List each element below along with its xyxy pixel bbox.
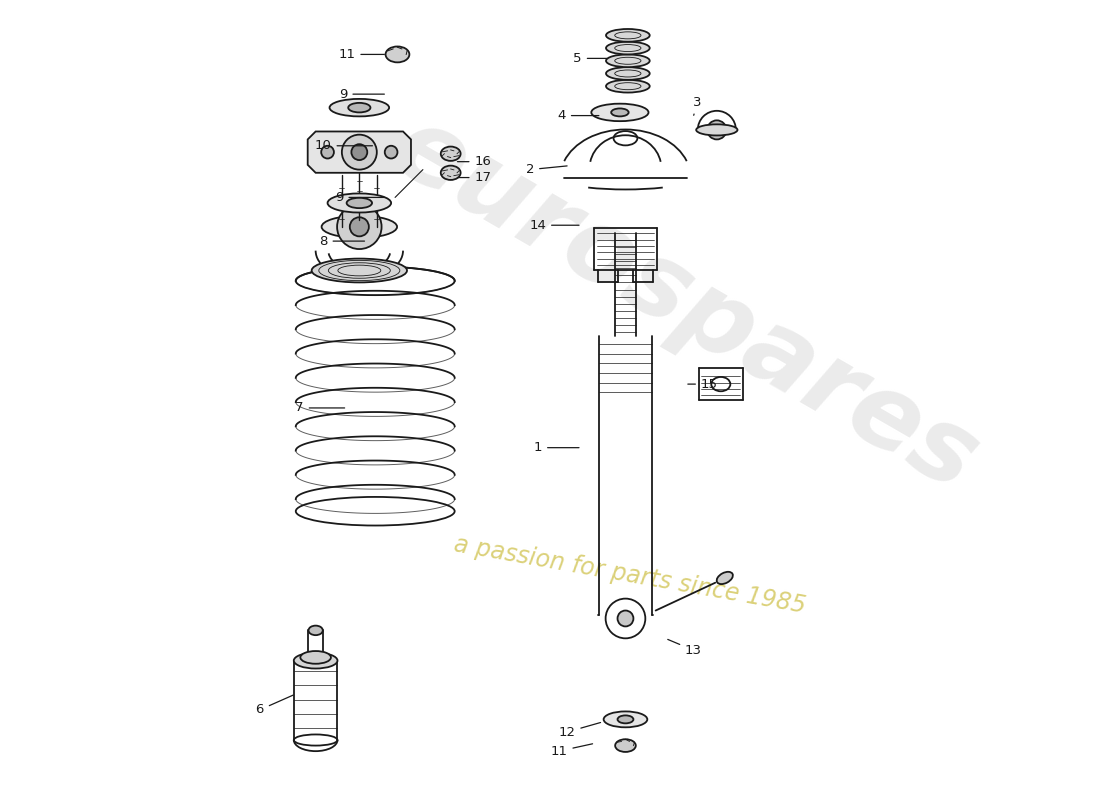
Text: 14: 14 xyxy=(529,218,579,232)
Ellipse shape xyxy=(606,67,650,80)
Ellipse shape xyxy=(717,572,733,584)
Text: 6: 6 xyxy=(255,695,294,716)
Ellipse shape xyxy=(328,194,392,213)
Text: 11: 11 xyxy=(339,48,384,61)
Circle shape xyxy=(617,610,634,626)
Ellipse shape xyxy=(300,651,331,664)
Ellipse shape xyxy=(592,104,649,121)
Text: 10: 10 xyxy=(315,139,373,152)
Ellipse shape xyxy=(346,198,372,208)
Ellipse shape xyxy=(441,166,461,180)
Text: 17: 17 xyxy=(458,171,492,184)
Ellipse shape xyxy=(617,715,634,723)
Ellipse shape xyxy=(606,42,650,54)
Circle shape xyxy=(385,146,397,158)
Ellipse shape xyxy=(321,216,397,238)
Ellipse shape xyxy=(311,258,407,282)
Ellipse shape xyxy=(606,29,650,42)
Text: 15: 15 xyxy=(688,378,718,390)
Text: 3: 3 xyxy=(693,95,702,115)
Circle shape xyxy=(337,205,382,249)
Ellipse shape xyxy=(330,99,389,116)
Ellipse shape xyxy=(294,653,338,669)
Text: 1: 1 xyxy=(534,441,579,454)
Text: eurospares: eurospares xyxy=(375,96,996,513)
Text: 13: 13 xyxy=(668,639,702,657)
Ellipse shape xyxy=(606,80,650,93)
Text: 4: 4 xyxy=(558,109,598,122)
Ellipse shape xyxy=(308,626,322,635)
Polygon shape xyxy=(308,131,411,173)
Ellipse shape xyxy=(696,124,737,135)
Circle shape xyxy=(321,146,334,158)
Ellipse shape xyxy=(615,739,636,752)
Ellipse shape xyxy=(612,109,629,116)
Circle shape xyxy=(351,144,367,160)
Text: 2: 2 xyxy=(526,163,568,176)
Circle shape xyxy=(350,218,368,236)
Text: 9: 9 xyxy=(339,88,384,101)
Text: 11: 11 xyxy=(550,744,593,758)
Text: a passion for parts since 1985: a passion for parts since 1985 xyxy=(452,532,807,618)
Text: 9: 9 xyxy=(336,191,384,204)
Circle shape xyxy=(707,120,726,139)
Circle shape xyxy=(342,134,377,170)
Ellipse shape xyxy=(441,146,461,161)
Text: 12: 12 xyxy=(559,722,601,738)
Ellipse shape xyxy=(386,46,409,62)
Text: 5: 5 xyxy=(573,52,607,65)
Text: 16: 16 xyxy=(458,155,492,168)
Ellipse shape xyxy=(349,103,371,113)
Ellipse shape xyxy=(606,54,650,67)
Text: 7: 7 xyxy=(295,402,344,414)
Ellipse shape xyxy=(604,711,647,727)
Text: 8: 8 xyxy=(319,234,364,248)
